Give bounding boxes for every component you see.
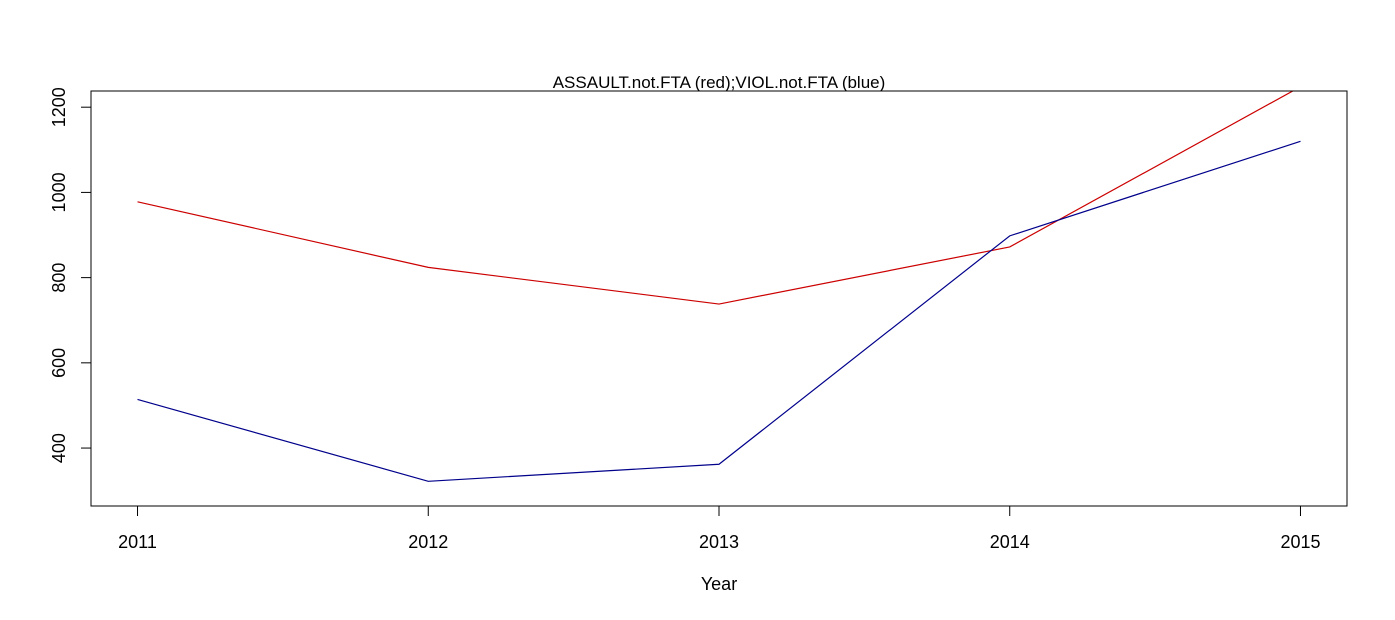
x-axis-title: Year: [701, 574, 737, 594]
x-tick-label: 2013: [699, 532, 739, 552]
x-tick-label: 2015: [1280, 532, 1320, 552]
x-axis: 2011 2012 2013 2014 2015: [118, 505, 1321, 552]
y-tick-label: 600: [49, 348, 69, 378]
y-tick-label: 1000: [49, 172, 69, 212]
x-tick-label: 2012: [408, 532, 448, 552]
x-tick-label: 2011: [118, 532, 157, 552]
y-tick-label: 1200: [49, 87, 69, 127]
series-line-2: [137, 140, 1301, 482]
x-tick-label: 2014: [990, 532, 1030, 552]
y-axis: 400 600 800 1000 1200: [49, 87, 92, 463]
plot-frame: [90, 90, 1348, 507]
y-tick-label: 400: [49, 433, 69, 463]
series-line-1: [137, 91, 1294, 305]
y-tick-label: 800: [49, 263, 69, 293]
chart-title: ASSAULT.not.FTA (red);VIOL.not.FTA (blue…: [553, 73, 886, 92]
